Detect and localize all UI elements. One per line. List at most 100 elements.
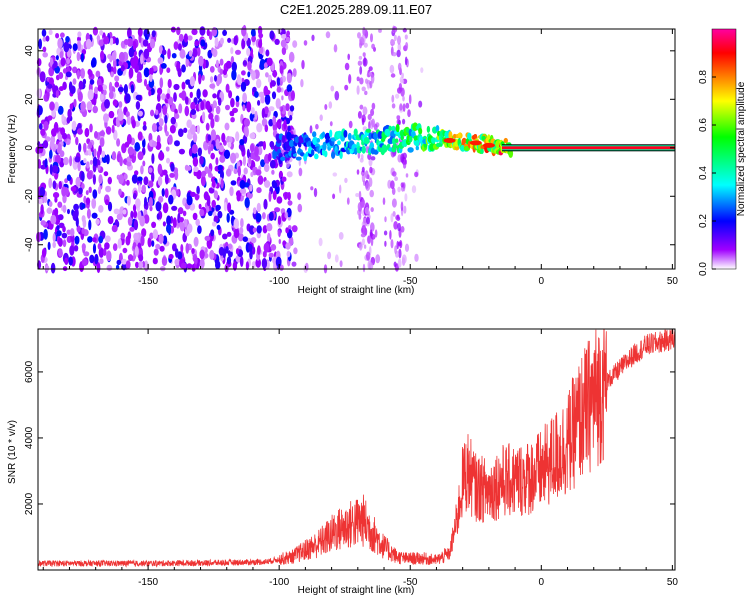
noise-speckle	[251, 261, 256, 269]
signal-blob	[311, 149, 315, 156]
noise-speckle	[215, 59, 219, 68]
noise-speckle	[92, 189, 98, 199]
faint-speckle	[359, 66, 363, 75]
y-tick-label: 4000	[24, 426, 35, 449]
faint-speckle	[391, 94, 395, 103]
noise-speckle	[222, 233, 228, 240]
noise-speckle	[249, 184, 253, 192]
noise-speckle	[53, 192, 60, 199]
noise-speckle	[92, 243, 97, 254]
noise-speckle	[227, 202, 232, 213]
noise-speckle	[208, 112, 214, 120]
noise-speckle	[219, 68, 224, 75]
noise-speckle	[178, 128, 184, 137]
noise-speckle	[261, 108, 266, 119]
noise-speckle	[161, 93, 166, 101]
noise-speckle	[164, 173, 169, 185]
noise-speckle	[118, 174, 124, 185]
noise-speckle	[80, 53, 84, 63]
noise-speckle	[268, 106, 275, 112]
noise-speckle	[167, 48, 171, 60]
noise-speckle	[197, 147, 202, 157]
noise-speckle	[169, 124, 176, 134]
faint-speckle	[348, 120, 353, 129]
noise-speckle	[99, 94, 104, 101]
faint-speckle	[392, 171, 397, 177]
noise-speckle	[267, 232, 271, 243]
noise-speckle	[90, 59, 96, 68]
noise-speckle	[92, 237, 97, 243]
noise-speckle	[107, 201, 113, 212]
noise-speckle	[246, 101, 252, 113]
noise-speckle	[161, 49, 167, 56]
noise-speckle	[137, 27, 143, 37]
noise-speckle	[112, 99, 118, 107]
noise-speckle	[290, 90, 295, 101]
noise-speckle	[155, 109, 159, 116]
noise-speckle	[85, 38, 92, 50]
noise-speckle	[39, 186, 46, 198]
noise-speckle	[265, 72, 269, 78]
noise-speckle	[157, 163, 163, 175]
faint-speckle	[390, 180, 395, 190]
noise-speckle	[70, 186, 77, 192]
noise-speckle	[257, 175, 264, 185]
noise-speckle	[143, 214, 150, 224]
noise-speckle	[89, 254, 95, 264]
noise-speckle	[237, 232, 244, 242]
noise-speckle	[66, 229, 71, 235]
noise-speckle	[98, 39, 104, 47]
faint-speckle	[347, 53, 351, 60]
noise-speckle	[117, 86, 124, 93]
x-tick-label: 50	[667, 276, 679, 287]
signal-blob	[314, 153, 319, 160]
y-tick-label: -20	[24, 189, 35, 204]
noise-speckle	[291, 225, 298, 233]
noise-speckle	[61, 186, 67, 197]
noise-speckle	[69, 228, 75, 237]
faint-speckle	[391, 198, 397, 208]
noise-speckle	[68, 256, 73, 266]
faint-speckle	[399, 87, 403, 92]
noise-speckle	[210, 229, 215, 237]
noise-speckle	[128, 47, 134, 58]
signal-blob	[321, 131, 326, 138]
noise-speckle	[62, 239, 67, 248]
signal-blob	[329, 129, 333, 138]
noise-speckle	[103, 247, 107, 256]
signal-blob	[448, 131, 453, 140]
noise-speckle	[127, 146, 134, 156]
noise-speckle	[164, 188, 169, 199]
faint-speckle	[397, 62, 402, 71]
noise-speckle	[292, 40, 298, 48]
noise-speckle	[139, 215, 146, 227]
faint-speckle	[401, 72, 404, 79]
noise-speckle	[40, 220, 47, 226]
noise-speckle	[179, 221, 185, 232]
noise-speckle	[52, 180, 57, 190]
noise-speckle	[103, 113, 109, 123]
signal-blob	[369, 142, 374, 149]
noise-speckle	[52, 165, 59, 174]
noise-speckle	[238, 76, 242, 86]
faint-speckle	[402, 118, 406, 125]
noise-speckle	[81, 171, 85, 182]
noise-speckle	[183, 33, 188, 43]
noise-speckle	[263, 198, 268, 210]
noise-speckle	[111, 224, 118, 233]
noise-speckle	[285, 227, 289, 234]
noise-speckle	[264, 124, 269, 133]
faint-speckle	[318, 237, 323, 247]
faint-speckle	[362, 52, 366, 57]
noise-speckle	[287, 191, 291, 201]
noise-speckle	[131, 174, 138, 184]
noise-speckle	[142, 124, 147, 131]
noise-speckle	[230, 180, 237, 186]
noise-speckle	[54, 154, 61, 164]
signal-blob	[361, 145, 366, 154]
noise-speckle	[125, 260, 131, 269]
noise-speckle	[192, 133, 198, 143]
noise-speckle	[75, 216, 79, 227]
noise-speckle	[128, 67, 134, 79]
snr-panel: -150 -100 -50 0 50 2000 4000 6000 Height of str…	[7, 328, 678, 596]
